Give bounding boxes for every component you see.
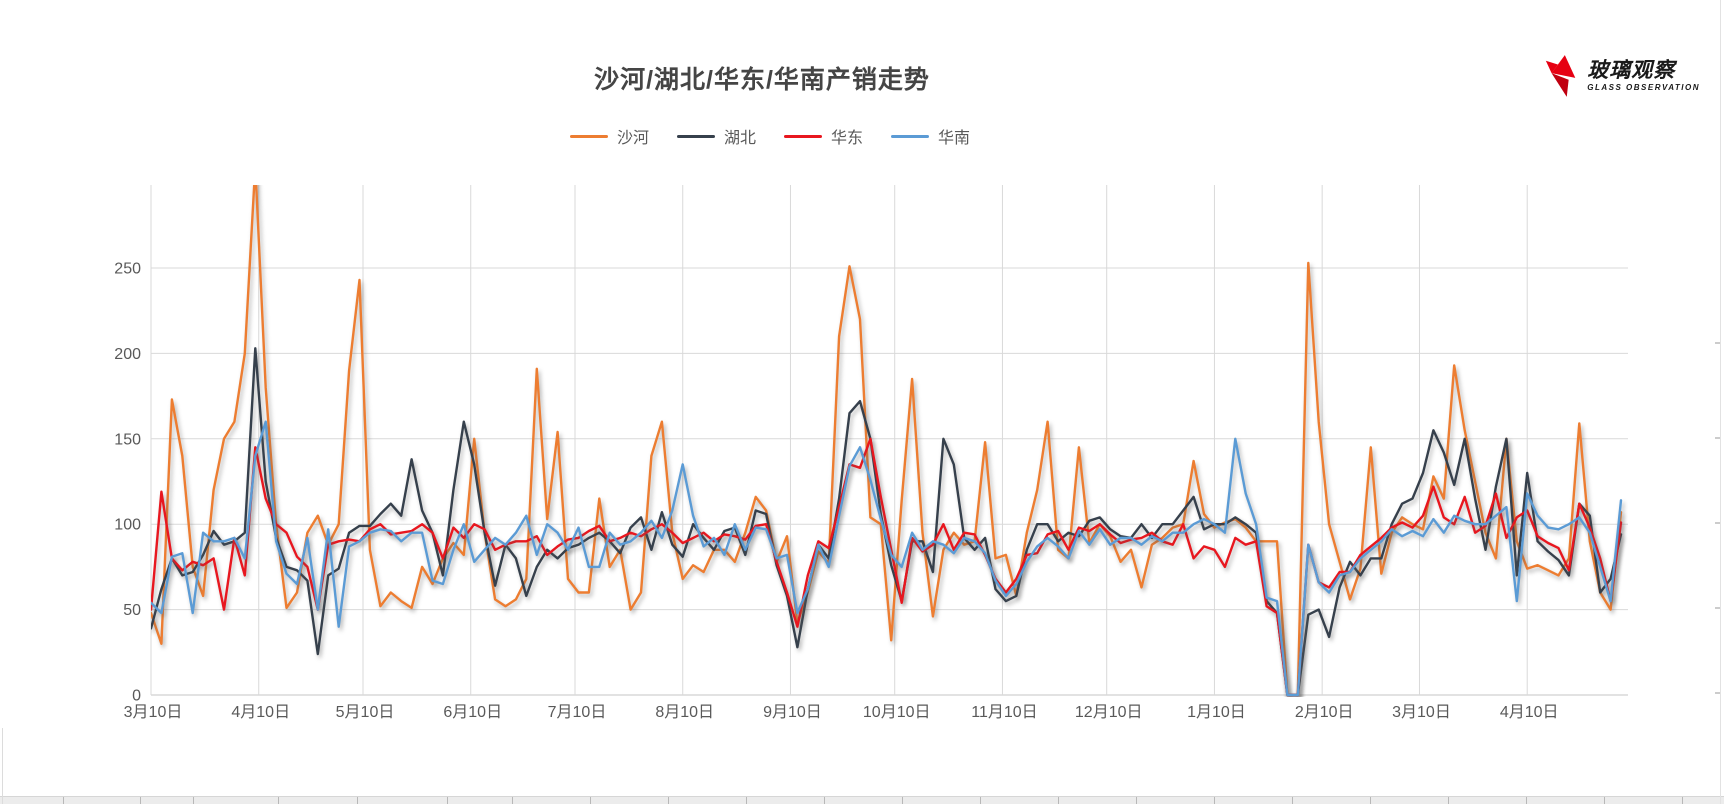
sheet-column-tick [590,797,591,804]
legend-label-shahe: 沙河 [616,130,649,147]
x-axis-label-10: 1月10日 [1187,704,1246,721]
logo-star-icon [1546,55,1576,97]
legend-item-hubei[interactable]: 湖北 [676,124,756,148]
sheet-column-tick [746,797,747,804]
legend-item-huadong[interactable]: 华东 [784,124,863,148]
x-axis-label-9: 12月10日 [1075,704,1143,721]
legend-line-icon-hubei [676,134,715,138]
glass-observation-logo: 玻璃观察 GLASS OBSERVATION [1543,54,1700,98]
legend-label-hubei: 湖北 [723,130,756,147]
x-axis-label-12: 3月10日 [1392,704,1451,721]
legend-line-icon-huanan [891,134,930,138]
sheet-column-tick [902,797,903,804]
x-axis-label-7: 10月10日 [863,704,931,721]
sheet-column-tick [1448,797,1449,804]
x-axis-label-4: 7月10日 [548,704,607,721]
x-axis-label-2: 5月10日 [336,704,395,721]
sheet-column-tick [1058,797,1059,804]
logo-en-text: GLASS OBSERVATION [1587,83,1700,92]
chart-title: 沙河/湖北/华东/华南产销走势 [594,66,930,94]
sheet-column-tick [1136,797,1137,804]
right-edge-tick [1715,692,1720,694]
right-edge-tick [1715,437,1720,439]
y-axis-label-250: 250 [114,261,141,278]
x-axis-label-3: 6月10日 [443,704,502,721]
sheet-column-tick [63,797,64,804]
window-right-edge [1720,0,1721,804]
sheet-column-tick [1370,797,1371,804]
y-axis-label-100: 100 [114,517,141,534]
x-axis-label-1: 4月10日 [231,704,290,721]
sheet-column-tick [447,797,448,804]
sheet-column-tick [824,797,825,804]
legend-label-huanan: 华南 [938,130,971,147]
x-axis-label-13: 4月10日 [1500,704,1559,721]
sheet-column-tick [1526,797,1527,804]
y-axis-label-0: 0 [132,688,141,705]
sheet-column-tick [668,797,669,804]
series-line-huanan [151,420,1623,697]
legend-line-icon-shahe [569,134,608,138]
y-axis-label-150: 150 [114,431,141,448]
sheet-column-tick [278,797,279,804]
right-edge-tick [1715,342,1720,344]
sheet-column-tick [357,797,358,804]
y-axis-label-50: 50 [123,602,141,619]
x-axis-label-11: 2月10日 [1295,704,1354,721]
legend-line-icon-huadong [784,134,822,138]
series-line-huadong [151,437,1623,697]
legend-item-huanan[interactable]: 华南 [891,124,970,148]
window-left-edge [2,728,3,804]
legend-label-huadong: 华东 [831,130,864,147]
sheet-column-tick [193,797,194,804]
sheet-column-tick [512,797,513,804]
sheet-column-tick [1604,797,1605,804]
logo-cn-text: 玻璃观察 [1587,59,1676,82]
series-line-shahe [151,185,1623,697]
sheet-column-tick [1214,797,1215,804]
x-axis-label-0: 3月10日 [124,704,183,721]
y-axis-label-200: 200 [114,346,141,363]
x-axis-label-6: 9月10日 [763,704,822,721]
right-edge-tick [1715,607,1720,609]
chart-legend: 沙河 湖北 华东 华南 [0,124,1540,148]
x-axis-label-8: 11月10日 [971,704,1037,721]
sheet-column-tick [980,797,981,804]
x-axis-label-5: 8月10日 [655,704,714,721]
sheet-column-tick [1682,797,1683,804]
legend-item-shahe[interactable]: 沙河 [569,124,649,148]
sheet-column-tick [140,797,141,804]
sheet-column-tick [1292,797,1293,804]
right-edge-tick [1715,522,1720,524]
spreadsheet-bottom-edge [0,796,1724,804]
